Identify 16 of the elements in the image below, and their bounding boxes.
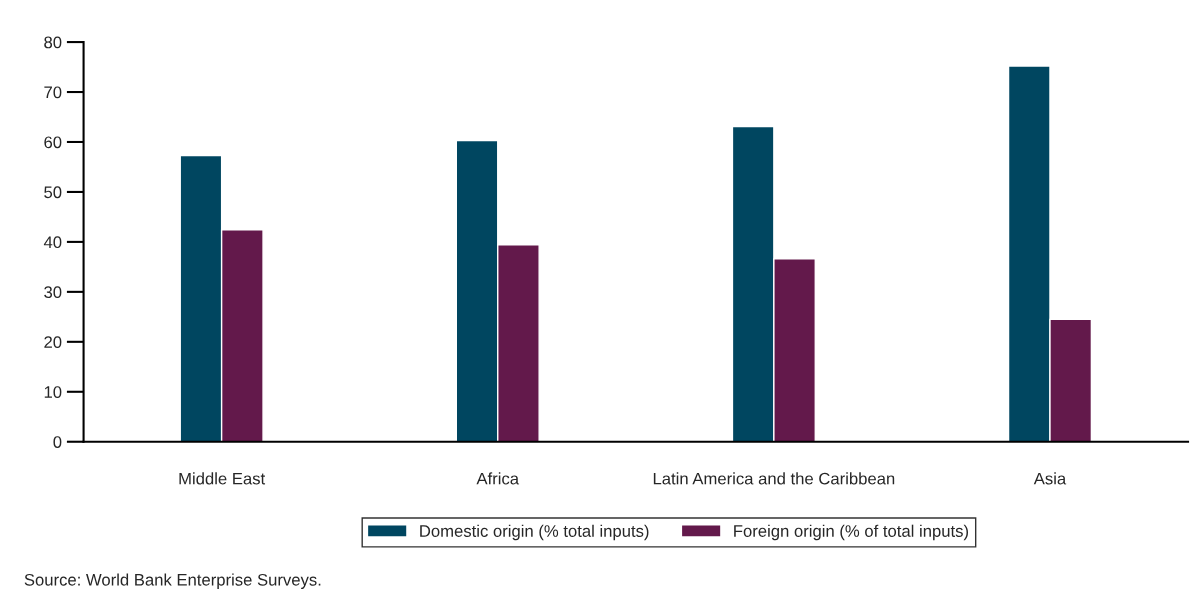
source-note: Source: World Bank Enterprise Surveys.: [24, 573, 321, 589]
y-tick-label: 0: [53, 436, 62, 448]
y-tick-label: 50: [44, 186, 62, 199]
y-tick-label: 60: [44, 136, 62, 149]
x-tick-label: Africa: [476, 472, 520, 485]
y-tick-label: 70: [44, 86, 62, 99]
x-tick-label: Middle East: [179, 472, 266, 485]
legend-label: Foreign origin (% of total inputs): [734, 524, 968, 541]
y-tick-label: 40: [43, 236, 62, 249]
x-tick-label: Asia: [1033, 472, 1067, 485]
y-tick-label: 80: [44, 36, 62, 49]
y-tick-label: 20: [44, 336, 62, 349]
y-tick-label: 10: [44, 386, 62, 398]
y-tick-label: 30: [44, 286, 62, 299]
legend-label: Domestic origin (% total inputs): [420, 524, 649, 541]
x-tick-label: Latin America and the Caribbean: [653, 472, 895, 485]
